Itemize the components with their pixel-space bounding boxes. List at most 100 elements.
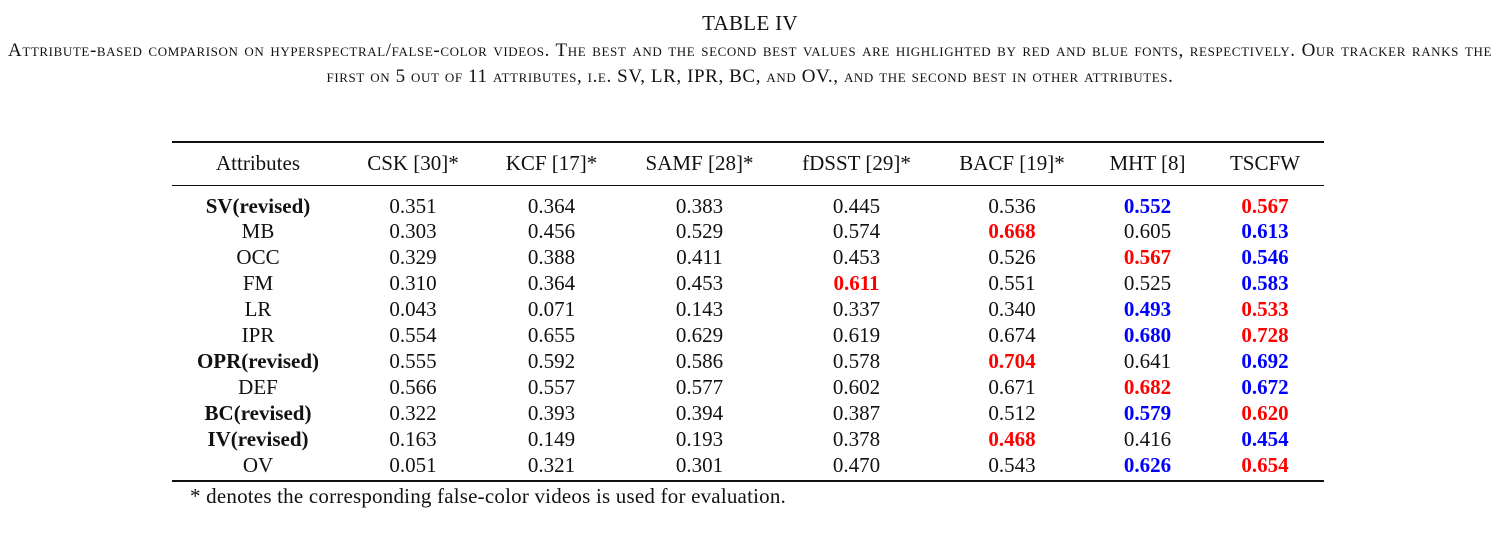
value-cell: 0.149	[527, 427, 576, 451]
value-cell: 0.322	[389, 401, 437, 425]
table-row: FM 0.310 0.364 0.453 0.611 0.551 0.525 0.583	[172, 271, 1324, 297]
value-cell: 0.674	[988, 323, 1036, 347]
value-cell: 0.529	[675, 219, 724, 243]
table-label: TABLE IV	[702, 11, 798, 35]
attribute-cell: FM	[242, 271, 274, 295]
attribute-cell: DEF	[238, 375, 278, 399]
results-table-container: Attributes CSK [30]* KCF [17]* SAMF [28]…	[172, 141, 1324, 508]
value-cell: 0.416	[1123, 427, 1172, 451]
column-header: fDSST [29]*	[778, 141, 935, 186]
value-cell: 0.546	[1241, 245, 1289, 269]
attribute-cell: OPR(revised)	[196, 349, 320, 373]
column-header: BACF [19]*	[935, 141, 1089, 186]
value-cell: 0.454	[1241, 427, 1289, 451]
value-cell: 0.728	[1241, 323, 1289, 347]
value-cell: 0.620	[1241, 401, 1289, 425]
value-cell: 0.629	[675, 323, 724, 347]
value-cell: 0.445	[832, 193, 881, 218]
value-cell: 0.552	[1123, 193, 1172, 218]
table-header-row: Attributes CSK [30]* KCF [17]* SAMF [28]…	[172, 141, 1324, 186]
value-cell: 0.578	[832, 349, 881, 373]
value-cell: 0.557	[527, 375, 576, 399]
attribute-cell: IV(revised)	[207, 427, 309, 451]
value-cell: 0.579	[1123, 401, 1172, 425]
value-cell: 0.051	[344, 452, 482, 482]
table-footnote: * denotes the corresponding false-color …	[190, 483, 787, 508]
column-header: CSK [30]*	[344, 141, 482, 186]
value-cell: 0.680	[1123, 323, 1172, 347]
value-cell: 0.641	[1123, 349, 1172, 373]
value-cell: 0.043	[389, 297, 437, 321]
attribute-cell: MB	[241, 219, 275, 243]
value-cell: 0.387	[832, 401, 881, 425]
column-header: TSCFW	[1206, 141, 1324, 186]
table-row: LR 0.043 0.071 0.143 0.337 0.340 0.493 0.533	[172, 297, 1324, 323]
value-cell: 0.071	[527, 297, 576, 321]
value-cell: 0.453	[675, 271, 724, 295]
attribute-cell: OCC	[236, 245, 280, 269]
table-caption: Attribute-based comparison on hyperspect…	[8, 40, 1492, 87]
value-cell: 0.525	[1123, 271, 1172, 295]
value-cell: 0.682	[1123, 375, 1172, 399]
attribute-cell: OV	[172, 452, 344, 482]
value-cell: 0.163	[389, 427, 437, 451]
value-cell: 0.340	[988, 297, 1036, 321]
column-header: KCF [17]*	[482, 141, 621, 186]
table-row: IV(revised) 0.163 0.149 0.193 0.378 0.468 0.41…	[172, 427, 1324, 453]
value-cell: 0.468	[988, 427, 1036, 451]
table-row: OV 0.051 0.321 0.301 0.470 0.543 0.626 0.654	[172, 452, 1324, 482]
value-cell: 0.554	[389, 323, 437, 347]
value-cell: 0.512	[988, 401, 1036, 425]
value-cell: 0.602	[832, 375, 881, 399]
value-cell: 0.470	[778, 452, 935, 482]
value-cell: 0.567	[1123, 245, 1172, 269]
value-cell: 0.619	[832, 323, 881, 347]
attribute-cell: IPR	[241, 323, 275, 347]
value-cell: 0.393	[527, 401, 576, 425]
value-cell: 0.493	[1123, 297, 1172, 321]
value-cell: 0.577	[675, 375, 724, 399]
column-header: Attributes	[172, 141, 344, 186]
results-table: Attributes CSK [30]* KCF [17]* SAMF [28]…	[172, 141, 1324, 482]
table-row: OPR(revised) 0.555 0.592 0.586 0.578 0.704 0.6…	[172, 349, 1324, 375]
table-row: MB 0.303 0.456 0.529 0.574 0.668 0.605 0.613	[172, 219, 1324, 245]
table-body: SV(revised) 0.351 0.364 0.383 0.445 0.536 0.55…	[172, 185, 1324, 482]
attribute-cell: SV(revised)	[205, 193, 311, 218]
attribute-cell: LR	[244, 297, 272, 321]
value-cell: 0.329	[389, 245, 437, 269]
table-row: OCC 0.329 0.388 0.411 0.453 0.526 0.567 0.546	[172, 245, 1324, 271]
value-cell: 0.388	[527, 245, 576, 269]
value-cell: 0.536	[988, 193, 1036, 218]
value-cell: 0.337	[832, 297, 881, 321]
value-cell: 0.193	[675, 427, 724, 451]
value-cell: 0.592	[527, 349, 576, 373]
value-cell: 0.301	[621, 452, 778, 482]
value-cell: 0.321	[482, 452, 621, 482]
value-cell: 0.692	[1241, 349, 1289, 373]
value-cell: 0.668	[988, 219, 1036, 243]
value-cell: 0.364	[527, 271, 576, 295]
value-cell: 0.605	[1123, 219, 1172, 243]
value-cell: 0.672	[1241, 375, 1289, 399]
value-cell: 0.543	[935, 452, 1089, 482]
table-row: BC(revised) 0.322 0.393 0.394 0.387 0.512 0.57…	[172, 401, 1324, 427]
value-cell: 0.351	[389, 193, 437, 218]
value-cell: 0.383	[675, 193, 724, 218]
value-cell: 0.613	[1241, 219, 1289, 243]
table-caption-block: TABLE IV Attribute-based comparison on h…	[0, 10, 1500, 90]
value-cell: 0.378	[832, 427, 881, 451]
value-cell: 0.526	[988, 245, 1036, 269]
value-cell: 0.364	[527, 193, 576, 218]
value-cell: 0.704	[988, 349, 1036, 373]
attribute-cell: BC(revised)	[204, 401, 312, 425]
value-cell: 0.555	[389, 349, 437, 373]
value-cell: 0.456	[527, 219, 576, 243]
value-cell: 0.551	[988, 271, 1036, 295]
column-header: MHT [8]	[1089, 141, 1206, 186]
value-cell: 0.143	[675, 297, 724, 321]
value-cell: 0.394	[675, 401, 724, 425]
value-cell: 0.303	[389, 219, 437, 243]
value-cell: 0.574	[832, 219, 881, 243]
column-header: SAMF [28]*	[621, 141, 778, 186]
value-cell: 0.654	[1206, 452, 1324, 482]
